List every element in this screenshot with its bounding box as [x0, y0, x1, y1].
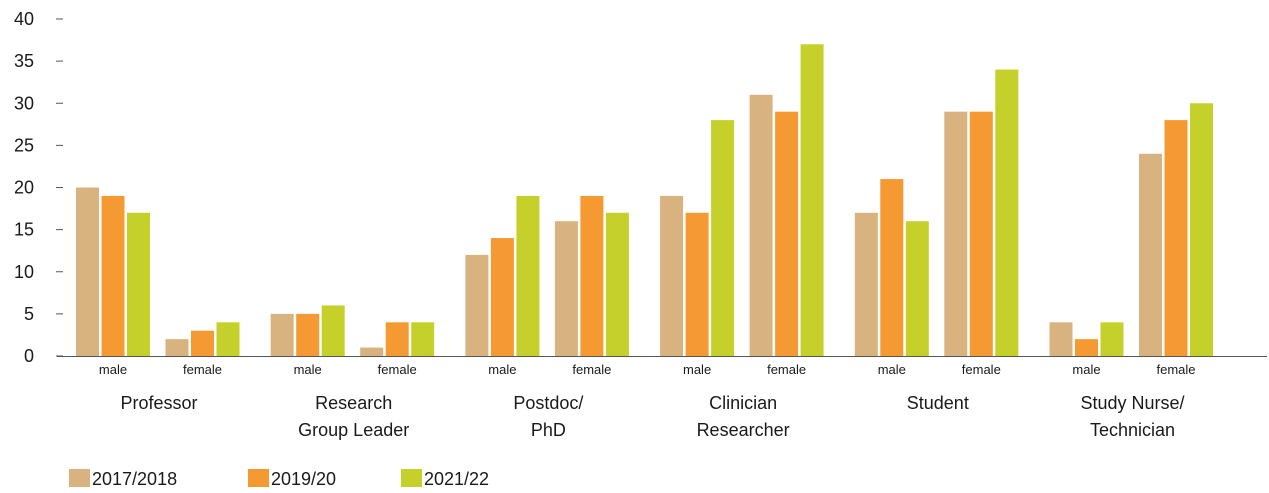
bar-2017-2018: [360, 347, 384, 356]
bar-2021-22: [711, 120, 735, 356]
group-label: Group Leader: [298, 420, 409, 440]
subcategory-label: male: [878, 362, 906, 377]
bar-2019-20: [685, 212, 709, 356]
bar-2021-22: [800, 44, 824, 357]
subcategory-label: female: [1156, 362, 1195, 377]
bar-2021-22: [516, 195, 540, 356]
bar-2017-2018: [76, 187, 99, 356]
bar-2017-2018: [465, 254, 489, 356]
bar-2021-22: [1190, 103, 1213, 356]
bar-2017-2018: [554, 221, 578, 356]
y-axis: 0 5 10 15 20 25 30 35 40: [14, 9, 63, 366]
group-label: Professor: [120, 393, 197, 413]
group-label: Study Nurse/: [1080, 393, 1184, 413]
subcategory-label: male: [99, 362, 127, 377]
bar-2019-20: [775, 111, 799, 356]
bar-2017-2018: [749, 94, 773, 356]
bar-2019-20: [1164, 120, 1188, 356]
subcategory-label: female: [572, 362, 611, 377]
subcategory-label: male: [683, 362, 711, 377]
legend-swatch: [69, 469, 90, 487]
bar-2021-22: [321, 305, 345, 356]
y-tick-label: 10: [14, 262, 34, 282]
legend-swatch: [248, 469, 269, 487]
subcategory-label: male: [1072, 362, 1100, 377]
bar-2017-2018: [944, 111, 968, 356]
subcategory-label: female: [767, 362, 806, 377]
bar-2021-22: [1100, 322, 1124, 356]
bar-2019-20: [969, 111, 993, 356]
subcategory-label: male: [488, 362, 516, 377]
bar-2021-22: [216, 322, 240, 356]
y-tick-label: 5: [24, 304, 34, 324]
group-label: Technician: [1090, 420, 1175, 440]
y-tick-label: 30: [14, 93, 34, 113]
bar-2019-20: [101, 195, 125, 356]
bar-2019-20: [191, 330, 214, 356]
bar-2019-20: [296, 313, 320, 356]
legend-swatch: [401, 469, 422, 487]
y-tick-label: 35: [14, 51, 34, 71]
bar-2021-22: [905, 221, 929, 356]
subcategory-label: male: [294, 362, 322, 377]
legend-label: 2019/20: [271, 469, 336, 488]
legend-label: 2021/22: [424, 469, 489, 488]
subcategory-label: female: [183, 362, 222, 377]
y-tick-label: 0: [24, 346, 34, 366]
bars: [76, 44, 1213, 357]
bar-2021-22: [605, 212, 629, 356]
bar-2017-2018: [1049, 322, 1073, 356]
bar-2021-22: [127, 212, 150, 356]
y-tick-label: 20: [14, 178, 34, 198]
group-label: Student: [907, 393, 969, 413]
legend: 2017/2018 2019/20 2021/22: [69, 469, 489, 489]
y-tick-label: 40: [14, 9, 34, 29]
group-label: Research: [315, 393, 392, 413]
bar-2017-2018: [165, 339, 189, 356]
bar-2019-20: [490, 238, 514, 356]
bar-2019-20: [1075, 339, 1098, 356]
bar-2017-2018: [1139, 153, 1162, 356]
legend-label: 2017/2018: [92, 469, 177, 488]
bar-2021-22: [411, 322, 435, 356]
group-label: Clinician: [709, 393, 777, 413]
bar-2019-20: [580, 195, 604, 356]
bar-2019-20: [385, 322, 409, 356]
subcategory-label: female: [962, 362, 1001, 377]
bar-2017-2018: [660, 195, 684, 356]
y-tick-label: 25: [14, 135, 34, 155]
bar-2017-2018: [854, 212, 878, 356]
bar-2017-2018: [270, 313, 294, 356]
y-tick-label: 15: [14, 220, 34, 240]
group-label: Researcher: [697, 420, 790, 440]
x-axis-labels: male female Professor male female Research Gro…: [99, 362, 1196, 440]
group-label: Postdoc/: [513, 393, 583, 413]
group-label: PhD: [531, 420, 566, 440]
bar-2021-22: [995, 69, 1019, 357]
subcategory-label: female: [378, 362, 417, 377]
bar-2019-20: [880, 179, 904, 356]
